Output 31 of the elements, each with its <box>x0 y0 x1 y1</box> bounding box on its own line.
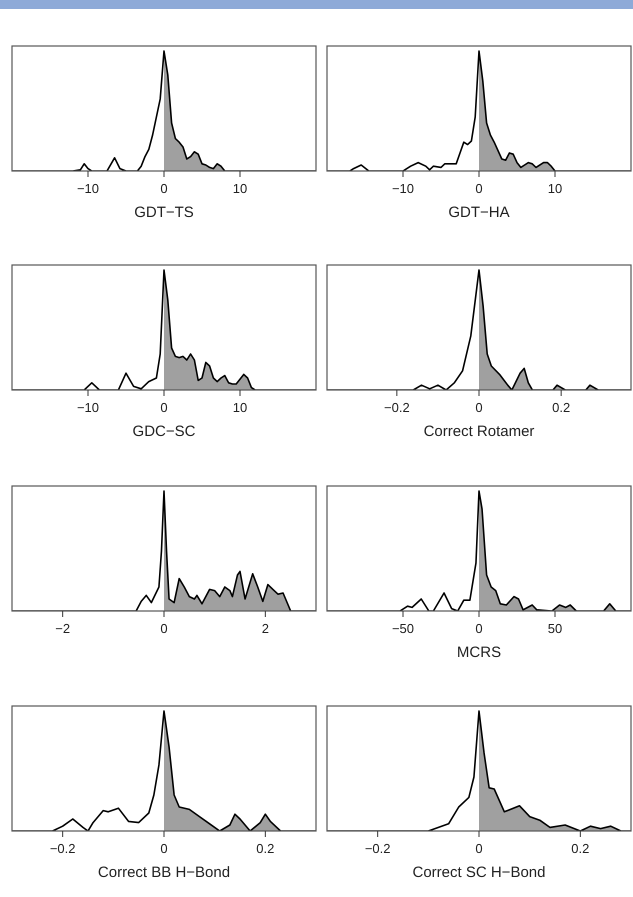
x-axis-title: MCRS <box>456 644 502 661</box>
x-tick-label: −0.2 <box>50 841 76 856</box>
x-tick-label: −10 <box>392 181 414 196</box>
x-tick-label: −50 <box>392 621 414 636</box>
x-axis-title: GDT−HA <box>448 204 510 221</box>
x-tick-label: −10 <box>76 181 100 196</box>
x-tick-label: 50 <box>548 621 562 636</box>
x-tick-label: −0.2 <box>364 841 391 856</box>
x-axis-title: Correct BB H−Bond <box>98 864 230 881</box>
x-tick-label: −2 <box>55 621 70 636</box>
x-tick-label: −10 <box>76 400 100 415</box>
x-axis-title: GDC−SC <box>132 423 196 440</box>
x-tick-label: 0 <box>160 181 168 196</box>
x-tick-label: 0 <box>475 400 483 415</box>
x-tick-label: 2 <box>262 621 269 636</box>
x-tick-label: 0 <box>160 621 168 636</box>
x-tick-label: 0 <box>475 841 483 856</box>
x-axis-title: Correct SC H−Bond <box>412 864 546 881</box>
x-tick-label: 0.2 <box>552 400 570 415</box>
x-tick-label: 10 <box>232 181 248 196</box>
x-tick-label: −0.2 <box>384 400 410 415</box>
x-tick-label: 0 <box>160 400 168 415</box>
x-tick-label: 0.2 <box>571 841 590 856</box>
x-axis-title: Correct Rotamer <box>424 423 534 440</box>
x-axis-title: GDT−TS <box>134 204 194 221</box>
x-tick-label: 10 <box>548 181 562 196</box>
x-tick-label: 0 <box>160 841 168 856</box>
x-tick-label: 10 <box>232 400 248 415</box>
x-tick-label: 0 <box>475 181 483 196</box>
x-tick-label: 0 <box>475 621 483 636</box>
x-tick-label: 0.2 <box>256 841 274 856</box>
